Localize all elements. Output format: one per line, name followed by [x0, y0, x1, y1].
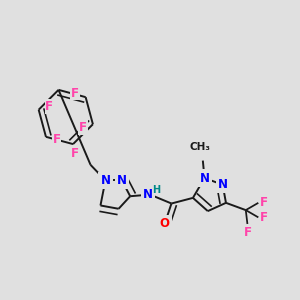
Text: F: F: [52, 133, 61, 146]
Text: H: H: [152, 184, 160, 195]
Text: F: F: [71, 87, 79, 100]
Text: F: F: [79, 121, 87, 134]
Text: N: N: [218, 178, 228, 191]
Text: O: O: [160, 217, 170, 230]
Text: N: N: [200, 172, 209, 184]
Text: F: F: [243, 226, 251, 239]
Text: N: N: [143, 188, 153, 201]
Text: N: N: [117, 174, 127, 187]
Text: F: F: [260, 211, 268, 224]
Text: F: F: [45, 100, 53, 113]
Text: F: F: [260, 196, 268, 209]
Text: F: F: [71, 148, 79, 160]
Text: N: N: [100, 174, 110, 187]
Text: CH₃: CH₃: [190, 142, 211, 152]
